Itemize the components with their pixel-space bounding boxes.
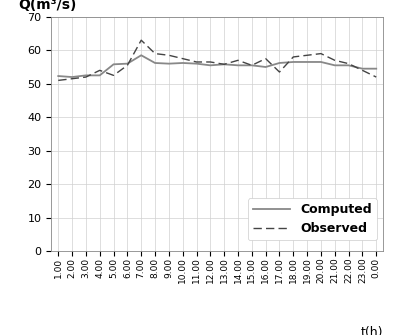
Computed bbox=[194, 62, 199, 66]
Computed bbox=[208, 63, 213, 67]
Computed bbox=[222, 62, 226, 66]
Computed bbox=[139, 53, 143, 57]
Text: Q(m³/s): Q(m³/s) bbox=[18, 0, 77, 12]
Line: Computed: Computed bbox=[58, 55, 376, 77]
Observed bbox=[139, 38, 143, 42]
Observed bbox=[125, 63, 130, 67]
Computed bbox=[167, 62, 171, 66]
Observed bbox=[194, 60, 199, 64]
Computed bbox=[97, 73, 102, 77]
Computed bbox=[125, 62, 130, 66]
Observed bbox=[222, 62, 226, 66]
Computed bbox=[111, 62, 116, 66]
Observed bbox=[111, 73, 116, 77]
Observed bbox=[318, 52, 323, 56]
Computed bbox=[152, 61, 157, 65]
Observed bbox=[235, 58, 240, 62]
Computed bbox=[70, 75, 74, 79]
Computed bbox=[332, 63, 337, 67]
Observed bbox=[346, 62, 351, 66]
Observed bbox=[374, 75, 378, 79]
Computed bbox=[277, 61, 282, 65]
Computed bbox=[84, 73, 88, 77]
Computed bbox=[56, 74, 61, 78]
Computed bbox=[235, 63, 240, 67]
Computed bbox=[263, 65, 268, 69]
Observed bbox=[360, 68, 365, 72]
Computed bbox=[346, 63, 351, 67]
Computed bbox=[360, 67, 365, 71]
Observed bbox=[208, 60, 213, 64]
Observed bbox=[56, 78, 61, 82]
Observed bbox=[180, 57, 185, 61]
Computed bbox=[318, 60, 323, 64]
Observed bbox=[84, 75, 88, 79]
Computed bbox=[305, 60, 309, 64]
Observed bbox=[277, 70, 282, 74]
Observed bbox=[250, 63, 254, 67]
Observed bbox=[305, 53, 309, 57]
Observed bbox=[152, 52, 157, 56]
Observed bbox=[291, 55, 295, 59]
Line: Observed: Observed bbox=[58, 40, 376, 80]
Observed bbox=[332, 58, 337, 62]
Text: t(h): t(h) bbox=[361, 326, 383, 335]
Computed bbox=[180, 61, 185, 65]
Observed bbox=[263, 57, 268, 61]
Observed bbox=[97, 68, 102, 72]
Computed bbox=[250, 63, 254, 67]
Observed bbox=[70, 77, 74, 81]
Legend: Computed, Observed: Computed, Observed bbox=[248, 198, 377, 240]
Computed bbox=[374, 67, 378, 71]
Observed bbox=[167, 53, 171, 57]
Computed bbox=[291, 60, 295, 64]
